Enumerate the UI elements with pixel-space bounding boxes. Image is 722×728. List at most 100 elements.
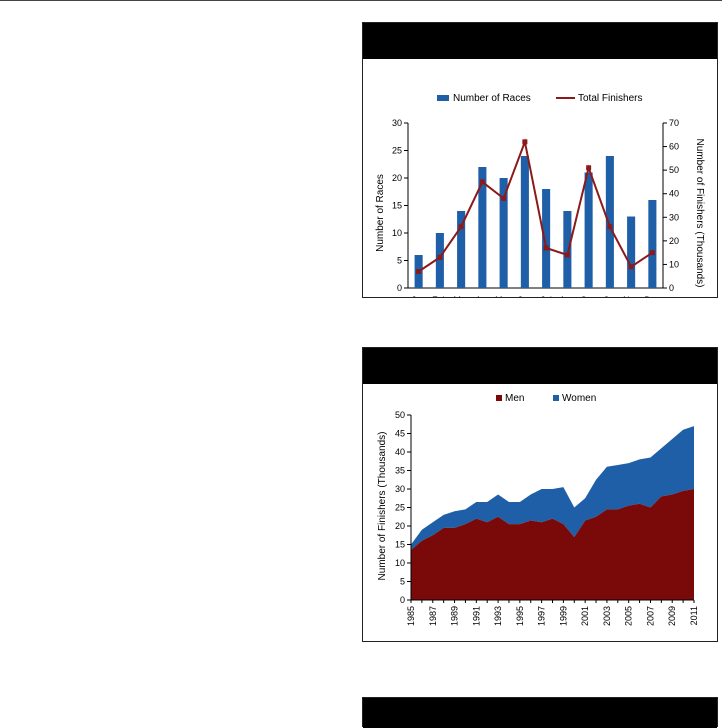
y-tick-label: 5: [400, 577, 405, 587]
finishers-by-year-chart: Men Women 0 5 10 15 20 25 30 35 40 45 50 1985 1987 19…: [377, 393, 699, 626]
y2-tick-label: 60: [669, 142, 679, 152]
line-point: [607, 224, 613, 230]
y-tick-label: 40: [395, 447, 405, 457]
y2-tick-label: 10: [669, 259, 679, 269]
men-area: [411, 489, 694, 600]
y-tick-label: 50: [395, 410, 405, 420]
x-tick-label: 1989: [450, 606, 460, 626]
bar: [605, 156, 614, 288]
y-tick-label: 20: [392, 173, 402, 183]
y2-tick-label: 40: [669, 189, 679, 199]
y2-tick-label: 30: [669, 212, 679, 222]
x-tick-label: 2009: [667, 606, 677, 626]
legend-label-finishers: Total Finishers: [578, 93, 642, 104]
line-point: [586, 165, 592, 171]
x-tick-label: 1997: [537, 606, 547, 626]
line-point: [479, 179, 485, 185]
legend-swatch-men: [496, 395, 502, 401]
panel-header: [363, 23, 717, 59]
x-tick-label: Jul: [540, 295, 552, 297]
x-tick-label: 1985: [406, 606, 416, 626]
races-by-month-chart: Number of Races Total Finishers 0 5 10 15 20…: [375, 93, 705, 297]
line-point: [564, 252, 570, 258]
line-point: [501, 195, 507, 201]
plot-area: 0 5 10 15 20 25 30 35 40 45 50 1985 1987 1989 1991 1993…: [395, 410, 699, 626]
y2-tick-label: 20: [669, 236, 679, 246]
y-tick-label: 25: [392, 146, 402, 156]
x-tick-label: Nov: [623, 295, 640, 297]
line-point: [649, 250, 655, 256]
women-area: [411, 426, 694, 551]
y2-tick-label: 0: [669, 283, 674, 293]
line-point: [458, 224, 464, 230]
legend-swatch-races: [437, 95, 449, 101]
y2-axis-label: Number of Finishers (Thousands): [694, 139, 705, 288]
line-point: [437, 254, 443, 260]
x-tick-label: May: [495, 295, 513, 297]
y-axis-label: Number of Finishers (Thousands): [377, 432, 388, 581]
y-tick-label: 30: [395, 484, 405, 494]
panel-header: [363, 348, 717, 384]
bar: [648, 200, 657, 288]
x-tick-label: Sep: [581, 295, 597, 297]
x-tick-label: Apr: [475, 295, 489, 297]
legend: Men Women: [496, 393, 596, 404]
y-tick-label: 45: [395, 429, 405, 439]
legend-swatch-women: [553, 395, 559, 401]
y-tick-label: 35: [395, 466, 405, 476]
bar: [457, 211, 466, 288]
bar: [499, 178, 508, 288]
top-rule: [0, 0, 722, 1]
x-tick-label: 1999: [558, 606, 568, 626]
y2-tick-label: 70: [669, 118, 679, 128]
x-tick-label: Jun: [518, 295, 533, 297]
line-point: [522, 139, 528, 145]
bar: [627, 216, 636, 288]
y-tick-label: 5: [397, 256, 402, 266]
x-tick-label: 2007: [645, 606, 655, 626]
bar: [584, 172, 593, 288]
legend-label-races: Number of Races: [453, 93, 531, 104]
y-tick-label: 20: [395, 521, 405, 531]
x-tick-label: 2001: [580, 606, 590, 626]
y-tick-label: 25: [395, 503, 405, 513]
y-tick-label: 15: [395, 540, 405, 550]
third-panel: [362, 697, 718, 728]
x-tick-label: Aug: [559, 295, 575, 297]
bar: [435, 233, 444, 288]
finishers-by-year-panel: Men Women 0 5 10 15 20 25 30 35 40 45 50 1985 1987 19…: [362, 347, 718, 642]
y-tick-label: 15: [392, 201, 402, 211]
y2-tick-label: 50: [669, 165, 679, 175]
y-tick-label: 10: [392, 228, 402, 238]
x-tick-label: Mar: [453, 295, 469, 297]
x-tick-label: 2003: [602, 606, 612, 626]
legend-label-women: Women: [562, 393, 596, 404]
bar: [478, 167, 487, 288]
plot-area: 0 5 10 15 20 25 30 0 10 20 30 40 50 60 70 Jan Feb Mar Apr M…: [392, 118, 679, 297]
x-tick-label: Feb: [432, 295, 448, 297]
legend-label-men: Men: [505, 393, 524, 404]
y-tick-label: 0: [397, 283, 402, 293]
x-tick-label: 2005: [624, 606, 634, 626]
bar: [520, 156, 529, 288]
line-point: [628, 264, 634, 270]
y-tick-label: 30: [392, 118, 402, 128]
legend: Number of Races Total Finishers: [437, 93, 642, 104]
y-axis-label: Number of Races: [375, 174, 386, 252]
bar: [542, 189, 551, 288]
x-tick-label: Dec: [644, 295, 661, 297]
x-tick-label: 2011: [689, 606, 699, 625]
line-point: [543, 245, 549, 251]
x-tick-label: 1993: [493, 606, 503, 626]
x-tick-label: 1995: [515, 606, 525, 626]
x-tick-label: Jan: [411, 295, 426, 297]
bar: [563, 211, 572, 288]
x-tick-label: 1991: [471, 606, 481, 626]
finishers-line: [418, 138, 653, 273]
x-tick-label: 1987: [428, 606, 438, 626]
panel-header: [363, 698, 717, 728]
y-tick-label: 10: [395, 558, 405, 568]
x-tick-label: Oct: [603, 295, 618, 297]
races-by-month-panel: Number of Races Total Finishers 0 5 10 15 20…: [362, 22, 718, 298]
line-point: [416, 269, 422, 274]
